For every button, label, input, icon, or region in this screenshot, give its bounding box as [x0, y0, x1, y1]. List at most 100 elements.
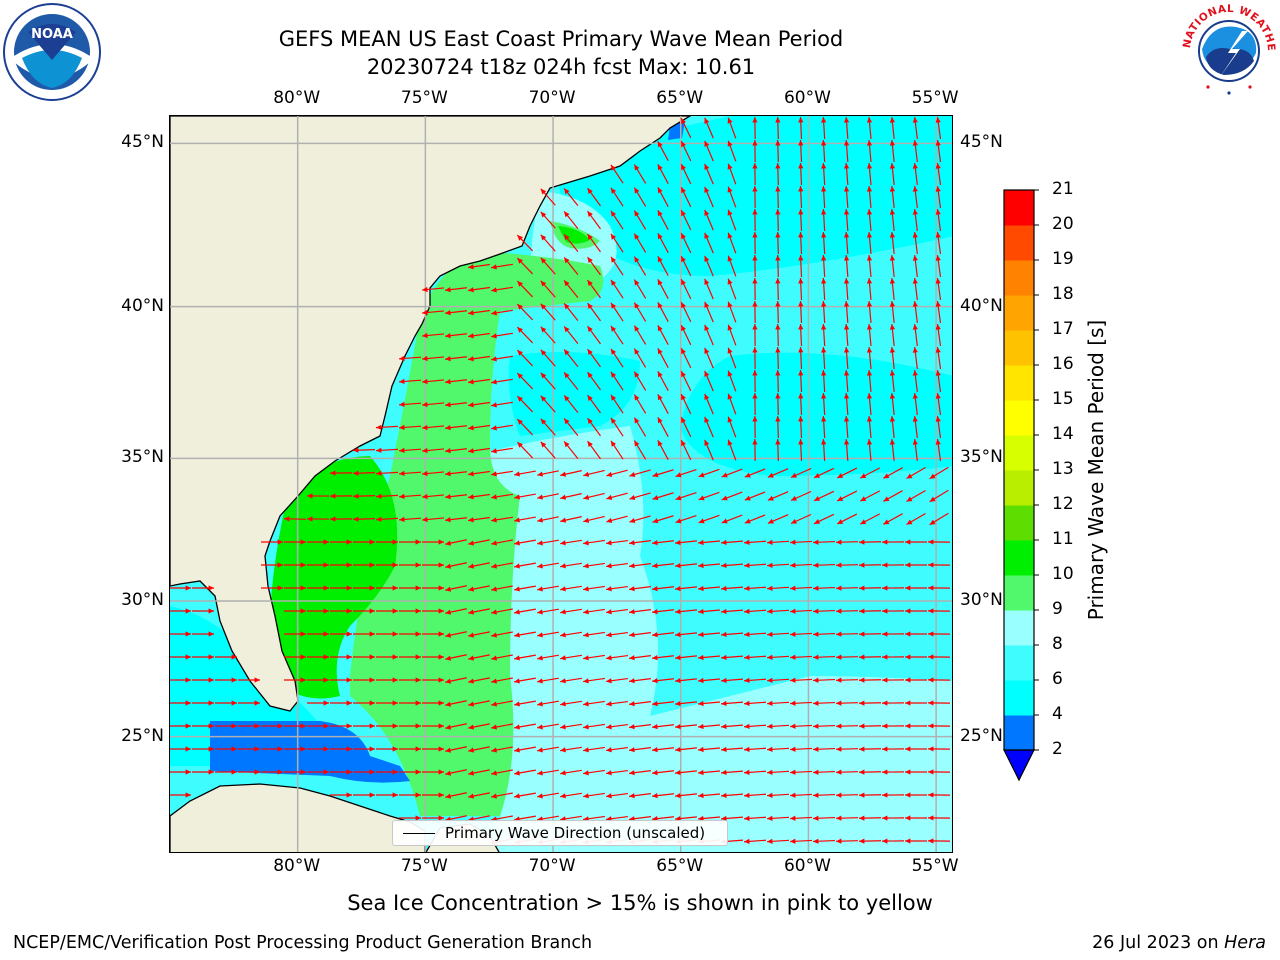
wave-direction-arrow: [422, 700, 444, 706]
wave-direction-arrow: [743, 654, 767, 661]
wave-direction-arrow: [752, 415, 758, 439]
wave-direction-arrow: [583, 492, 605, 500]
wave-direction-arrow: [767, 514, 789, 524]
colorbar-tick-label: 18: [1052, 284, 1074, 304]
wave-direction-arrow: [422, 769, 444, 775]
wave-direction-arrow: [537, 470, 559, 477]
wave-direction-arrow: [606, 654, 628, 661]
wave-direction-arrow: [927, 631, 951, 637]
wave-direction-arrow: [697, 746, 721, 753]
wave-direction-arrow: [421, 355, 445, 362]
wave-direction-arrow: [927, 769, 951, 775]
wave-direction-arrow: [560, 470, 582, 477]
wave-direction-arrow: [587, 256, 601, 276]
wave-direction-arrow: [680, 370, 692, 392]
wave-direction-arrow: [657, 371, 669, 391]
wave-direction-arrow: [674, 815, 698, 822]
wave-direction-arrow: [881, 562, 905, 568]
wave-direction-arrow: [398, 401, 422, 408]
wave-direction-arrow: [652, 609, 674, 615]
wave-direction-arrow: [912, 209, 918, 231]
wave-direction-arrow: [657, 440, 669, 460]
wave-direction-arrow: [398, 424, 422, 431]
footer-date-text: 26 Jul 2023 on: [1092, 933, 1225, 953]
wave-direction-arrow: [674, 769, 698, 776]
wave-direction-arrow: [812, 539, 836, 545]
wave-direction-arrow: [352, 493, 376, 499]
wave-direction-arrow: [422, 654, 444, 660]
axis-tick-label: 40°N: [121, 295, 164, 316]
wave-direction-arrow: [537, 539, 559, 546]
wave-direction-arrow: [491, 723, 513, 730]
wave-direction-arrow: [704, 209, 714, 231]
wave-direction-arrow: [560, 539, 582, 546]
wave-direction-arrow: [563, 280, 579, 298]
wave-direction-arrow: [284, 631, 306, 637]
wave-direction-arrow: [421, 309, 445, 316]
wave-direction-arrow: [540, 280, 556, 298]
wave-direction-arrow: [927, 585, 951, 591]
wave-direction-arrow: [657, 302, 669, 322]
wave-period-map: [170, 116, 952, 852]
wave-direction-arrow: [170, 631, 191, 637]
wave-direction-arrow: [563, 303, 579, 321]
wave-direction-arrow: [192, 723, 214, 729]
wave-direction-arrow: [881, 700, 905, 706]
wave-direction-arrow: [752, 231, 758, 255]
wave-direction-arrow: [881, 585, 905, 591]
wave-direction-arrow: [835, 562, 859, 568]
wave-direction-arrow: [835, 608, 859, 614]
wave-direction-arrow: [610, 325, 624, 345]
wave-direction-arrow: [445, 677, 467, 684]
axis-tick-label: 80°W: [273, 88, 321, 108]
wave-direction-arrow: [727, 232, 737, 254]
axis-tick-label: 70°W: [528, 856, 576, 876]
wave-direction-arrow: [537, 493, 559, 500]
wave-direction-arrow: [422, 562, 444, 568]
wave-direction-arrow: [353, 723, 375, 729]
wave-direction-arrow: [516, 234, 534, 252]
wave-direction-arrow: [720, 769, 744, 776]
wave-direction-arrow: [192, 677, 214, 683]
wave-direction-arrow: [821, 185, 827, 209]
wave-direction-arrow: [652, 724, 674, 730]
wave-direction-arrow: [680, 324, 692, 346]
wave-direction-arrow: [935, 163, 942, 185]
wave-direction-arrow: [652, 793, 674, 799]
wave-direction-arrow: [720, 654, 744, 661]
colorbar-segment: [1004, 260, 1034, 296]
wave-direction-arrow: [790, 467, 812, 479]
wave-direction-arrow: [375, 493, 399, 499]
wave-direction-arrow: [904, 562, 928, 568]
wave-direction-arrow: [353, 585, 375, 591]
wave-direction-arrow: [468, 723, 490, 730]
wave-direction-arrow: [516, 418, 534, 436]
wave-direction-arrow: [889, 369, 896, 393]
wave-direction-arrow: [697, 585, 721, 592]
wave-direction-arrow: [866, 277, 873, 301]
wave-direction-arrow: [935, 186, 942, 208]
wave-direction-arrow: [560, 746, 582, 753]
wave-direction-arrow: [376, 700, 398, 706]
wave-direction-arrow: [812, 838, 836, 844]
wave-direction-arrow: [583, 539, 605, 546]
map-legend: Primary Wave Direction (unscaled): [392, 820, 728, 846]
wave-direction-arrow: [629, 609, 651, 615]
wave-direction-arrow: [329, 493, 353, 499]
wave-direction-arrow: [421, 401, 445, 408]
wave-direction-arrow: [835, 585, 859, 591]
wave-direction-arrow: [491, 493, 513, 500]
colorbar-segment: [1004, 470, 1034, 506]
wave-direction-arrow: [657, 187, 669, 207]
wave-direction-arrow: [912, 416, 918, 438]
wave-direction-arrow: [606, 769, 628, 776]
colorbar: [1003, 189, 1039, 782]
wave-direction-arrow: [775, 231, 781, 255]
wave-direction-arrow: [775, 369, 781, 393]
wave-direction-arrow: [537, 746, 559, 753]
wave-direction-arrow: [697, 631, 721, 638]
wave-direction-arrow: [468, 401, 490, 408]
wave-direction-arrow: [375, 470, 399, 476]
wave-direction-arrow: [537, 608, 559, 615]
wave-direction-arrow: [821, 438, 827, 462]
